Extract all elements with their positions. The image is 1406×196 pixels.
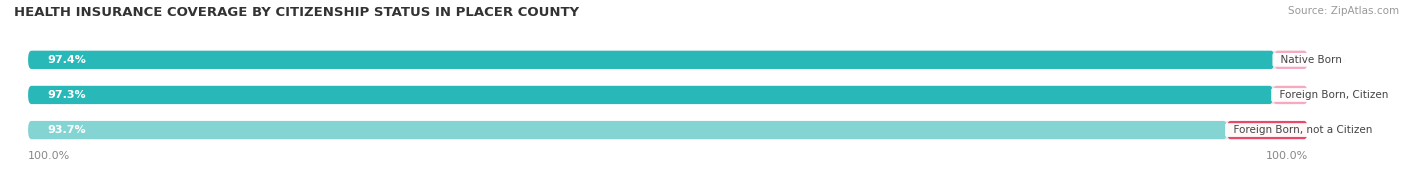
Text: 2.7%: 2.7% xyxy=(1317,90,1347,100)
FancyBboxPatch shape xyxy=(28,51,1308,69)
FancyBboxPatch shape xyxy=(28,121,1227,139)
Text: Foreign Born, not a Citizen: Foreign Born, not a Citizen xyxy=(1227,125,1379,135)
FancyBboxPatch shape xyxy=(28,86,1272,104)
Text: 100.0%: 100.0% xyxy=(28,151,70,161)
Text: Native Born: Native Born xyxy=(1274,55,1348,65)
Text: 97.3%: 97.3% xyxy=(48,90,86,100)
FancyBboxPatch shape xyxy=(1274,51,1308,69)
FancyBboxPatch shape xyxy=(28,121,1308,139)
Text: 2.6%: 2.6% xyxy=(1317,55,1346,65)
Text: Foreign Born, Citizen: Foreign Born, Citizen xyxy=(1272,90,1395,100)
FancyBboxPatch shape xyxy=(28,51,1274,69)
Text: 100.0%: 100.0% xyxy=(1265,151,1308,161)
FancyBboxPatch shape xyxy=(1227,121,1308,139)
Text: 93.7%: 93.7% xyxy=(48,125,86,135)
Text: 97.4%: 97.4% xyxy=(48,55,86,65)
FancyBboxPatch shape xyxy=(28,86,1308,104)
Text: Source: ZipAtlas.com: Source: ZipAtlas.com xyxy=(1288,6,1399,16)
FancyBboxPatch shape xyxy=(1272,86,1308,104)
Text: HEALTH INSURANCE COVERAGE BY CITIZENSHIP STATUS IN PLACER COUNTY: HEALTH INSURANCE COVERAGE BY CITIZENSHIP… xyxy=(14,6,579,19)
Text: 6.3%: 6.3% xyxy=(1317,125,1346,135)
